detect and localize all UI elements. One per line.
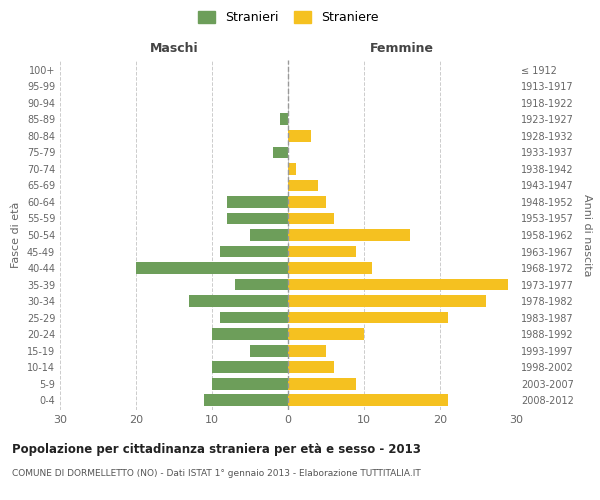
Text: COMUNE DI DORMELLETTO (NO) - Dati ISTAT 1° gennaio 2013 - Elaborazione TUTTITALI: COMUNE DI DORMELLETTO (NO) - Dati ISTAT … [12, 469, 421, 478]
Bar [288, 378, 356, 390]
Bar [235, 278, 288, 290]
Bar [288, 328, 364, 340]
Bar [136, 262, 288, 274]
Y-axis label: Anni di nascita: Anni di nascita [582, 194, 592, 276]
Bar [288, 262, 371, 274]
Bar [280, 114, 288, 126]
Bar [288, 312, 448, 324]
Bar [288, 278, 508, 290]
Bar [273, 146, 288, 158]
Bar [288, 344, 326, 356]
Bar [288, 196, 326, 208]
Text: Maschi: Maschi [149, 42, 199, 55]
Bar [250, 229, 288, 241]
Bar [250, 344, 288, 356]
Text: Femmine: Femmine [370, 42, 434, 55]
Bar [288, 361, 334, 373]
Bar [212, 361, 288, 373]
Bar [212, 378, 288, 390]
Bar [220, 312, 288, 324]
Legend: Stranieri, Straniere: Stranieri, Straniere [195, 8, 381, 26]
Bar [288, 295, 485, 307]
Bar [288, 163, 296, 175]
Text: Popolazione per cittadinanza straniera per età e sesso - 2013: Popolazione per cittadinanza straniera p… [12, 442, 421, 456]
Bar [288, 212, 334, 224]
Bar [288, 229, 410, 241]
Bar [189, 295, 288, 307]
Bar [220, 246, 288, 258]
Bar [288, 130, 311, 142]
Bar [288, 180, 319, 192]
Bar [205, 394, 288, 406]
Bar [288, 246, 356, 258]
Bar [212, 328, 288, 340]
Bar [227, 196, 288, 208]
Y-axis label: Fasce di età: Fasce di età [11, 202, 21, 268]
Bar [288, 394, 448, 406]
Bar [227, 212, 288, 224]
